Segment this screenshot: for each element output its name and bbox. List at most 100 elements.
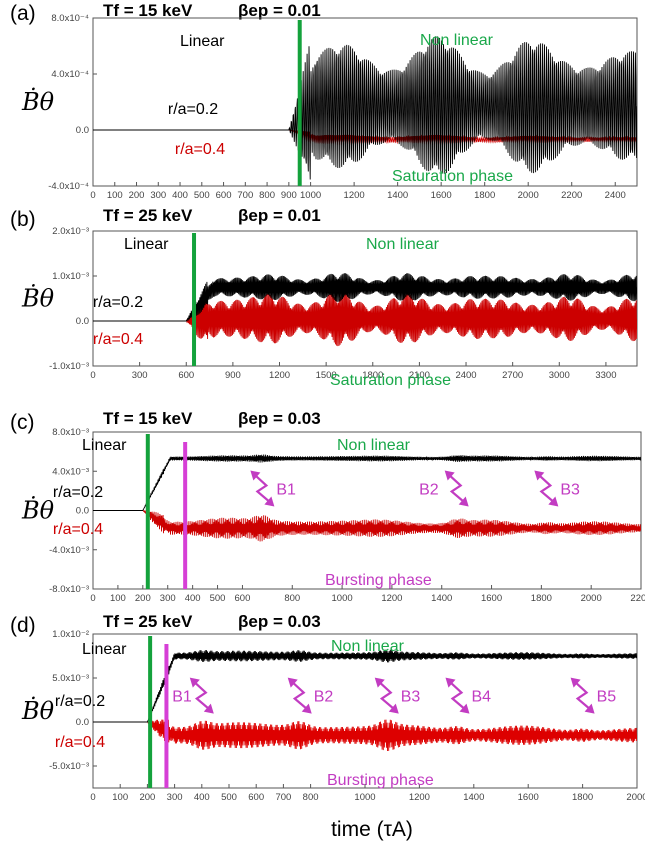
burst-marker-B3: B3 [534, 470, 580, 507]
x-tick-label: 1200 [269, 370, 290, 381]
header-temperature: Tf = 15 keV [103, 409, 193, 428]
burst-label: B2 [314, 689, 334, 706]
burst-marker-B1: B1 [250, 470, 296, 507]
x-tick-label: 1800 [474, 190, 495, 201]
x-tick-label: 200 [139, 792, 155, 803]
series-label-r04: r/a=0.4 [55, 734, 105, 751]
x-tick-label: 2000 [518, 190, 539, 201]
panel-b: (b) Tf = 25 keV βep = 0.01 0 300 600 900 1200 15… [10, 206, 638, 389]
x-tick-label: 100 [107, 190, 123, 201]
x-tick-label: 3300 [595, 370, 616, 381]
y-tick-label: 4.0x10⁻³ [52, 466, 89, 477]
nonlinear-annotation: Non linear [337, 437, 411, 454]
x-tick-label: 800 [303, 792, 319, 803]
burst-arrow-icon [253, 473, 272, 504]
x-tick-label: 500 [194, 190, 210, 201]
x-tick-label: 600 [178, 370, 194, 381]
x-tick-label: 400 [185, 593, 201, 604]
burst-arrow-icon [378, 680, 396, 711]
x-tick-label: 300 [167, 792, 183, 803]
x-axis-label: time (τA) [331, 818, 413, 841]
series-line-04 [93, 719, 637, 752]
series-label-r02: r/a=0.2 [53, 484, 103, 501]
linear-annotation: Linear [82, 641, 127, 658]
x-tick-label: 1800 [572, 792, 593, 803]
x-tick-label: 700 [275, 792, 291, 803]
series-label-r04: r/a=0.4 [53, 521, 103, 538]
burst-arrow-icon [290, 680, 309, 711]
x-tick-label: 2200 [630, 593, 645, 604]
x-tick-label: 800 [259, 190, 275, 201]
burst-arrow-icon [448, 680, 467, 711]
x-tick-label: 1000 [332, 593, 353, 604]
x-tick-label: 700 [237, 190, 253, 201]
series-line-02 [93, 454, 641, 511]
series-line-04 [93, 510, 641, 542]
x-tick-label: 1600 [518, 792, 539, 803]
x-tick-label: 1800 [362, 370, 383, 381]
series-label-r04: r/a=0.4 [93, 331, 143, 348]
plot-frame [92, 431, 642, 590]
arrowhead-icon [458, 496, 469, 507]
arrowhead-icon [570, 677, 581, 688]
x-tick-label: 900 [225, 370, 241, 381]
nonlinear-annotation: Non linear [366, 236, 440, 253]
burst-arrow-icon [193, 680, 211, 711]
burst-arrow-icon [447, 473, 466, 504]
y-tick-label: 1.0x10⁻³ [52, 271, 89, 282]
x-tick-label: 2100 [409, 370, 430, 381]
x-tick-label: 100 [110, 593, 126, 604]
x-tick-label: 2700 [502, 370, 523, 381]
x-tick-label: 500 [221, 792, 237, 803]
x-tick-label: 2200 [561, 190, 582, 201]
burst-marker-B1: B1 [172, 677, 214, 714]
burst-marker-B2: B2 [419, 470, 469, 507]
linear-annotation: Linear [82, 437, 127, 454]
x-tick-label: 1600 [481, 593, 502, 604]
y-tick-label: 0.0 [76, 506, 89, 517]
series-line-02 [93, 273, 637, 322]
arrowhead-icon [287, 677, 298, 688]
y-axis-label: Ḃθ [21, 87, 55, 116]
x-tick-label: 300 [132, 370, 148, 381]
x-tick-label: 1200 [344, 190, 365, 201]
burst-marker-B5: B5 [570, 677, 616, 714]
y-axis-label: Ḃθ [21, 496, 55, 525]
x-tick-label: 2000 [626, 792, 645, 803]
x-tick-label: 300 [150, 190, 166, 201]
phase-annotation: Saturation phase [392, 168, 513, 185]
y-tick-label: -1.0x10⁻³ [49, 361, 89, 372]
y-tick-label: 0.0 [76, 717, 89, 728]
x-tick-label: 400 [194, 792, 210, 803]
burst-marker-B4: B4 [445, 677, 491, 714]
y-tick-label: 2.0x10⁻³ [52, 226, 89, 237]
header-beta: βep = 0.03 [238, 409, 321, 428]
x-tick-label: 2000 [581, 593, 602, 604]
panel-label: (c) [10, 411, 35, 434]
header-temperature: Tf = 15 keV [103, 1, 193, 20]
x-tick-label: 1400 [431, 593, 452, 604]
header-beta: βep = 0.01 [238, 1, 321, 20]
x-tick-label: 1200 [409, 792, 430, 803]
x-tick-label: 400 [172, 190, 188, 201]
burst-label: B3 [560, 482, 580, 499]
arrowhead-icon [374, 677, 385, 688]
x-tick-label: 800 [284, 593, 300, 604]
arrowhead-icon [548, 496, 559, 507]
arrowhead-icon [459, 703, 470, 714]
series-line-02 [93, 649, 637, 723]
burst-label: B1 [172, 689, 192, 706]
series-label-r02: r/a=0.2 [168, 101, 218, 118]
x-tick-label: 1400 [463, 792, 484, 803]
series-line-04 [93, 292, 637, 347]
phase-annotation: Saturation phase [330, 372, 451, 389]
arrowhead-icon [264, 496, 275, 507]
panel-d: (d) Tf = 25 keV βep = 0.03 0 100 200 300 400 500… [10, 612, 645, 803]
arrowhead-icon [388, 703, 399, 714]
series-line-02 [93, 36, 637, 180]
x-tick-label: 300 [160, 593, 176, 604]
x-tick-label: 1400 [387, 190, 408, 201]
panel-label: (a) [10, 2, 36, 25]
x-tick-label: 600 [235, 593, 251, 604]
x-tick-label: 1600 [431, 190, 452, 201]
